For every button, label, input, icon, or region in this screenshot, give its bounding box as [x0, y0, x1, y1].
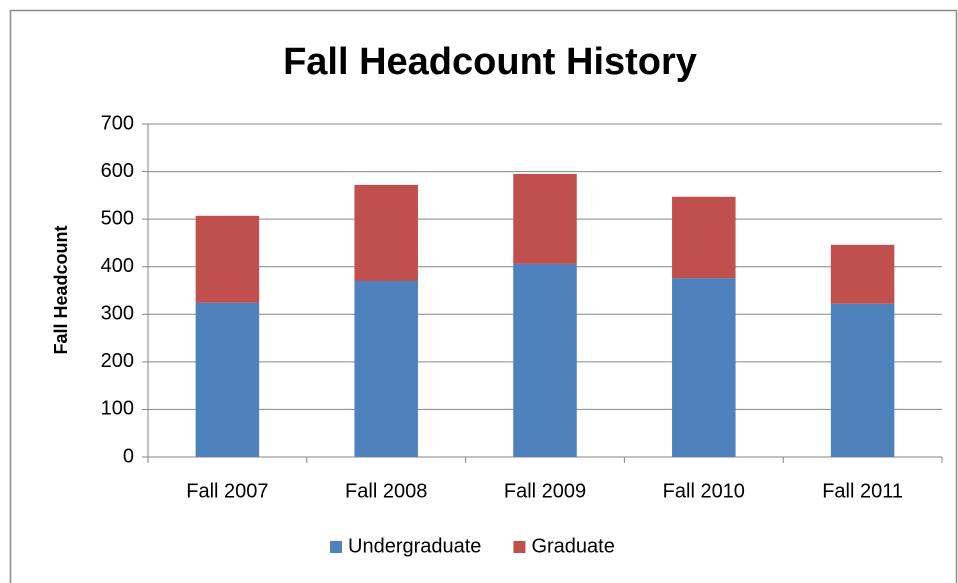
- y-tick-label: 100: [101, 398, 134, 420]
- y-tick-label: 500: [101, 207, 134, 229]
- chart-frame: [9, 9, 958, 583]
- y-tick-label: 200: [101, 350, 134, 372]
- chart-title: Fall Headcount History: [283, 41, 697, 83]
- x-tick-label: Fall 2010: [663, 480, 745, 502]
- legend-swatch: [513, 541, 526, 553]
- bar: [195, 215, 260, 303]
- y-axis-label: Fall Headcount: [51, 225, 71, 354]
- legend-label: Undergraduate: [348, 535, 481, 557]
- bar: [672, 278, 736, 457]
- y-tick-label: 0: [123, 445, 134, 467]
- y-tick-label: 300: [101, 303, 134, 325]
- bar: [513, 263, 577, 457]
- x-tick-label: Fall 2011: [822, 480, 903, 502]
- x-tick-label: Fall 2007: [186, 480, 268, 502]
- legend-swatch: [330, 541, 342, 553]
- y-tick-label: 400: [101, 255, 134, 277]
- bar: [195, 302, 260, 457]
- y-tick-label: 700: [101, 112, 134, 134]
- x-tick-label: Fall 2009: [504, 480, 586, 502]
- bar: [513, 173, 577, 264]
- bar: [354, 184, 418, 281]
- bar: [830, 303, 895, 457]
- bar: [672, 196, 736, 279]
- legend-label: Graduate: [531, 535, 614, 557]
- y-tick-label: 600: [101, 160, 134, 182]
- bar: [354, 280, 418, 457]
- bar: [830, 244, 895, 304]
- x-tick-label: Fall 2008: [345, 480, 427, 502]
